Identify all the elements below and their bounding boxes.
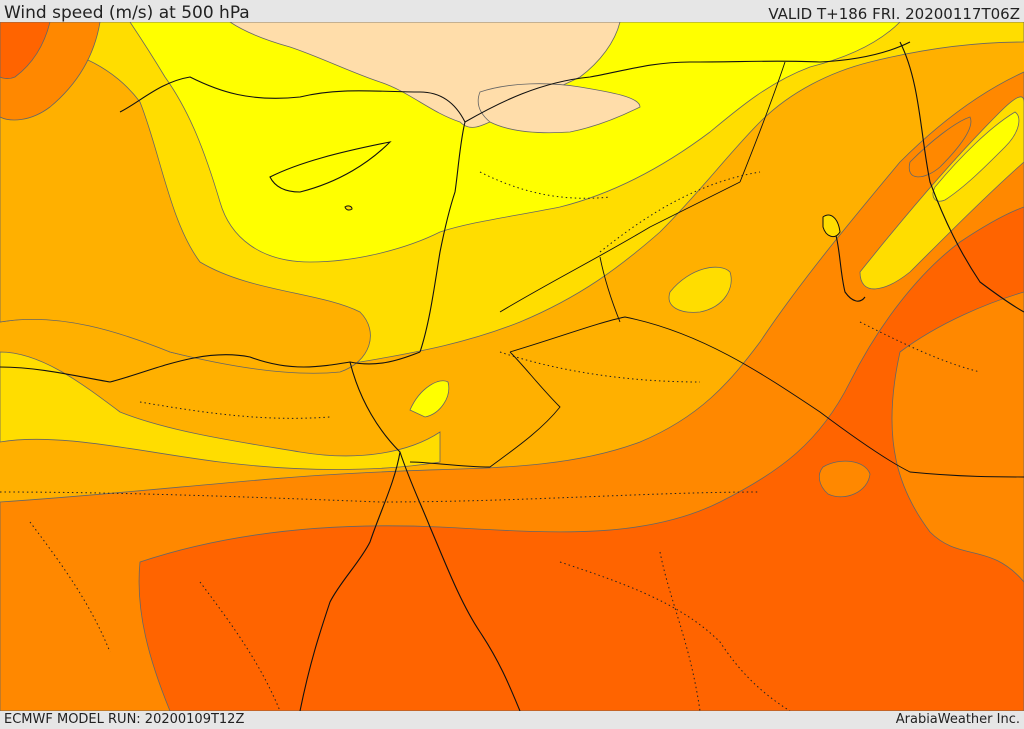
borders bbox=[0, 171, 981, 711]
orange-streak-ne bbox=[908, 116, 972, 178]
patch-orange-3 bbox=[818, 460, 871, 498]
patch-light-yellow-2 bbox=[409, 380, 450, 418]
map-canvas bbox=[0, 22, 1024, 711]
jet-streak-inner bbox=[932, 111, 1020, 202]
solid-borders bbox=[409, 61, 1024, 478]
map-title: Wind speed (m/s) at 500 hPa bbox=[4, 3, 250, 23]
band-orange-pocket bbox=[891, 291, 1024, 583]
model-run-label: ECMWF MODEL RUN: 20200109T12Z bbox=[4, 712, 245, 727]
credit-label: ArabiaWeather Inc. bbox=[895, 712, 1020, 727]
wind-speed-map bbox=[0, 22, 1024, 711]
islands bbox=[344, 205, 841, 238]
band-yellow-west bbox=[0, 351, 441, 470]
band-deep-orange bbox=[138, 206, 1024, 711]
header-bar: Wind speed (m/s) at 500 hPa VALID T+186 … bbox=[0, 0, 1024, 23]
footer-bar: ECMWF MODEL RUN: 20200109T12Z ArabiaWeat… bbox=[0, 711, 1024, 729]
valid-time-label: VALID T+186 FRI. 20200117T06Z bbox=[768, 5, 1020, 23]
band-light-yellow bbox=[129, 22, 901, 263]
band-pale-east bbox=[477, 83, 641, 134]
patch-yellow-1 bbox=[668, 266, 732, 313]
coastlines bbox=[0, 41, 1024, 711]
band-gold-west bbox=[0, 41, 371, 374]
patch-deep-orange-nw bbox=[0, 22, 51, 79]
